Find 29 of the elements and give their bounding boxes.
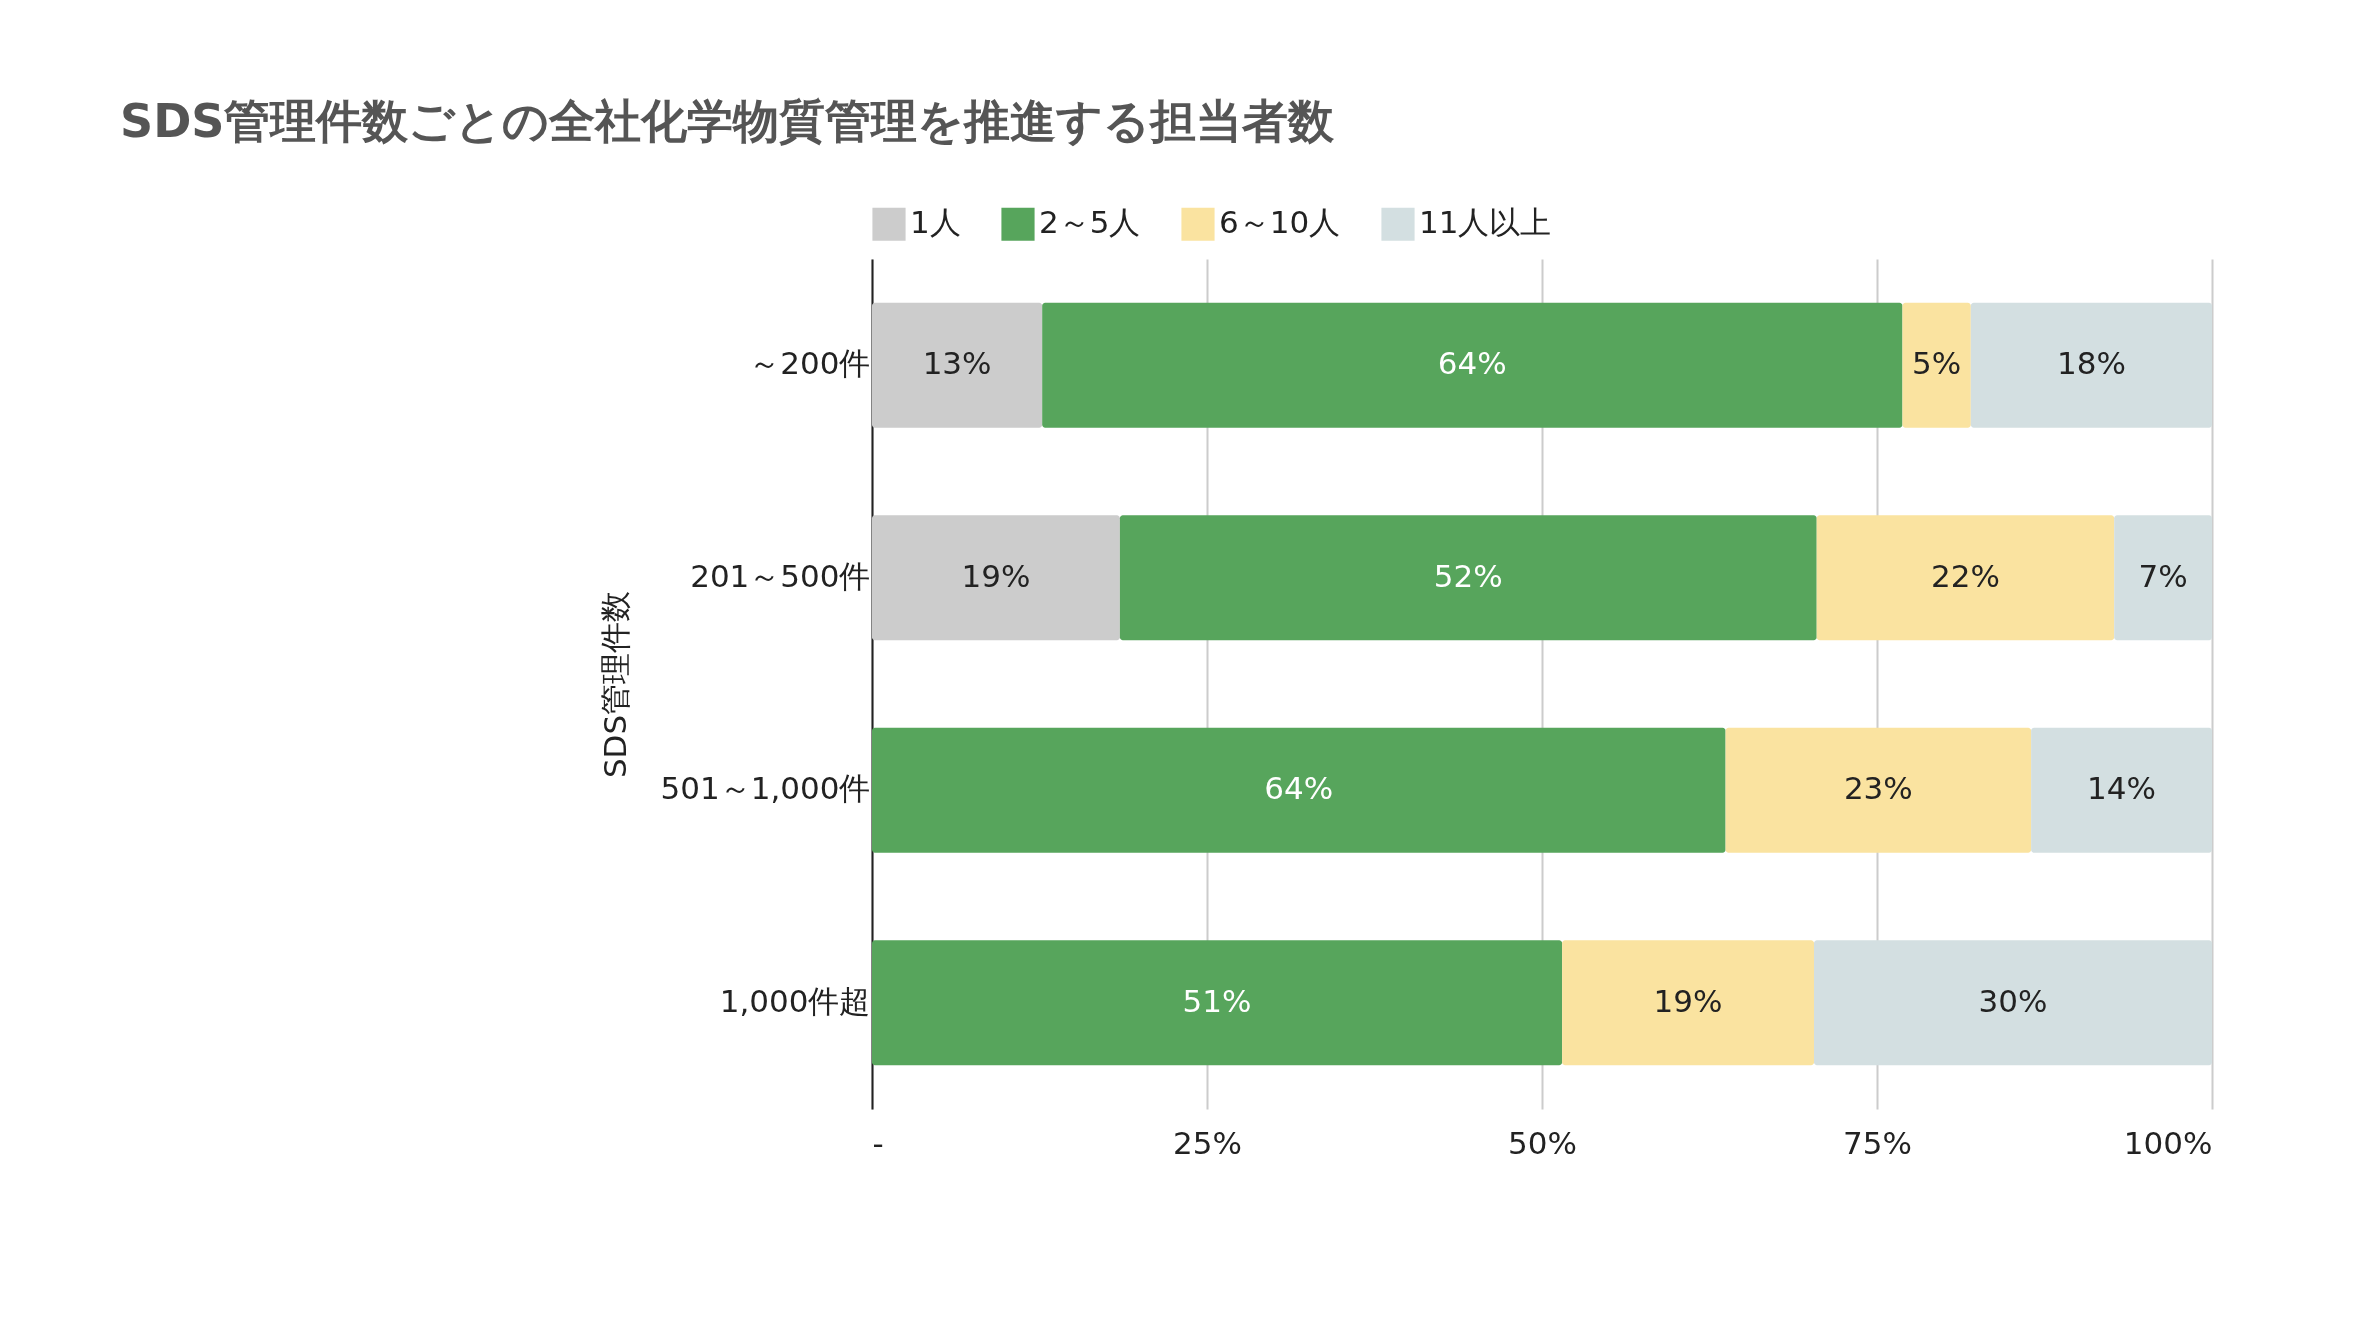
data-label: 52% — [1433, 557, 1503, 594]
x-tick-label: 100% — [2123, 1124, 2213, 1161]
y-tick-label: 501～1,000件 — [660, 770, 871, 807]
y-tick-label: ～200件 — [749, 345, 871, 382]
data-label: 64% — [1264, 770, 1334, 807]
legend-label: 1人 — [910, 204, 961, 241]
data-label: 5% — [1912, 345, 1962, 382]
data-label: 19% — [961, 557, 1031, 594]
data-label: 7% — [2138, 557, 2188, 594]
legend-label: 2～5人 — [1039, 204, 1141, 241]
data-label: 64% — [1437, 345, 1507, 382]
data-label: 22% — [1930, 557, 2000, 594]
data-label: 13% — [922, 345, 992, 382]
data-label: 18% — [2056, 345, 2126, 382]
legend-label: 11人以上 — [1419, 204, 1552, 241]
chart-title: SDS管理件数ごとの全社化学物質管理を推進する担当者数 — [120, 94, 1336, 148]
x-tick-label: 75% — [1843, 1124, 1912, 1161]
legend-label: 6～10人 — [1219, 204, 1341, 241]
x-tick-label: 25% — [1173, 1124, 1242, 1161]
x-tick-label: 50% — [1508, 1124, 1577, 1161]
data-label: 23% — [1843, 770, 1913, 807]
data-label: 19% — [1653, 982, 1723, 1019]
y-tick-label: 1,000件超 — [719, 982, 871, 1019]
data-label: 51% — [1182, 982, 1252, 1019]
data-label: 14% — [2087, 770, 2156, 807]
y-axis-title: SDS管理件数 — [596, 590, 633, 779]
y-tick-label: 201～500件 — [690, 557, 871, 594]
x-tick-label: - — [872, 1124, 884, 1161]
data-label: 30% — [1978, 982, 2048, 1019]
